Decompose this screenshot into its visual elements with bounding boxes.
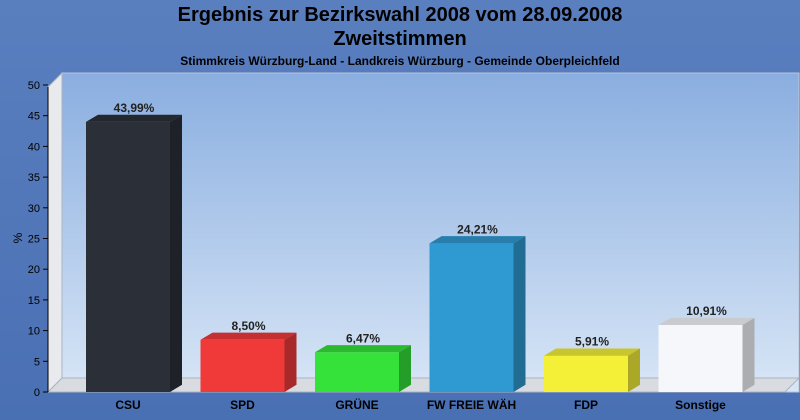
bar-side: [170, 114, 182, 392]
bar-3: 24,21%: [429, 222, 526, 392]
bar-front: [86, 121, 170, 392]
data-label: 10,91%: [686, 304, 727, 318]
y-tick-label: 0: [34, 387, 40, 399]
y-tick-label: 45: [28, 111, 40, 123]
bar-side: [284, 332, 297, 392]
left-wall: [47, 71, 63, 394]
bar-0: 43,99%: [86, 101, 182, 392]
data-label: 5,91%: [575, 335, 609, 349]
data-label: 8,50%: [231, 319, 265, 333]
category-label: GRÜNE: [335, 397, 378, 412]
bar-4: 5,91%: [544, 335, 640, 392]
category-label: FDP: [574, 398, 598, 412]
bar-side: [742, 317, 755, 392]
y-axis: 0 5 10 15 20 25 30 35 40 45 50: [28, 80, 49, 399]
data-label: 24,21%: [457, 222, 498, 236]
bar-side: [628, 348, 640, 392]
y-tick-label: 15: [28, 295, 40, 307]
chart-caption: Stimmkreis Würzburg-Land - Landkreis Wür…: [180, 54, 620, 68]
bar-front: [315, 352, 399, 392]
bar-5: 10,91%: [658, 304, 755, 392]
y-axis-label: %: [11, 232, 25, 243]
data-label: 43,99%: [114, 101, 155, 115]
bar-top: [200, 332, 297, 340]
bar-top: [86, 114, 182, 122]
bar-top: [544, 348, 640, 356]
bar-side: [513, 236, 526, 392]
bar-side: [399, 345, 411, 392]
data-label: 6,47%: [346, 331, 380, 345]
y-tick-label: 40: [28, 141, 40, 153]
y-tick-label: 20: [28, 264, 40, 276]
bar-front: [200, 339, 285, 392]
y-tick-label: 25: [28, 234, 40, 246]
category-label: CSU: [115, 398, 140, 412]
bar-series: 43,99% 8,50% 6,47% 24,21% 5,91% 10,91%: [86, 101, 755, 392]
bar-2: 6,47%: [315, 331, 411, 392]
bar-1: 8,50%: [200, 319, 297, 392]
y-tick-label: 50: [28, 80, 40, 92]
category-label: SPD: [230, 398, 255, 412]
category-label: FW FREIE WÄH: [427, 397, 516, 412]
bar-front: [658, 325, 743, 392]
y-tick-label: 10: [28, 326, 40, 338]
bar-top: [429, 236, 526, 244]
y-tick-label: 35: [28, 172, 40, 184]
category-label: Sonstige: [675, 398, 726, 412]
bar-top: [315, 345, 411, 353]
bar-top: [658, 317, 755, 326]
y-tick-label: 30: [28, 203, 40, 215]
bar-front: [544, 355, 628, 392]
chart-subtitle: Zweitstimmen: [333, 28, 467, 50]
category-axis: CSU SPD GRÜNE FW FREIE WÄH FDP Sonstige: [115, 397, 726, 412]
bar-front: [429, 243, 514, 392]
chart-title: Ergebnis zur Bezirkswahl 2008 vom 28.09.…: [177, 4, 623, 26]
y-tick-label: 5: [34, 356, 40, 368]
